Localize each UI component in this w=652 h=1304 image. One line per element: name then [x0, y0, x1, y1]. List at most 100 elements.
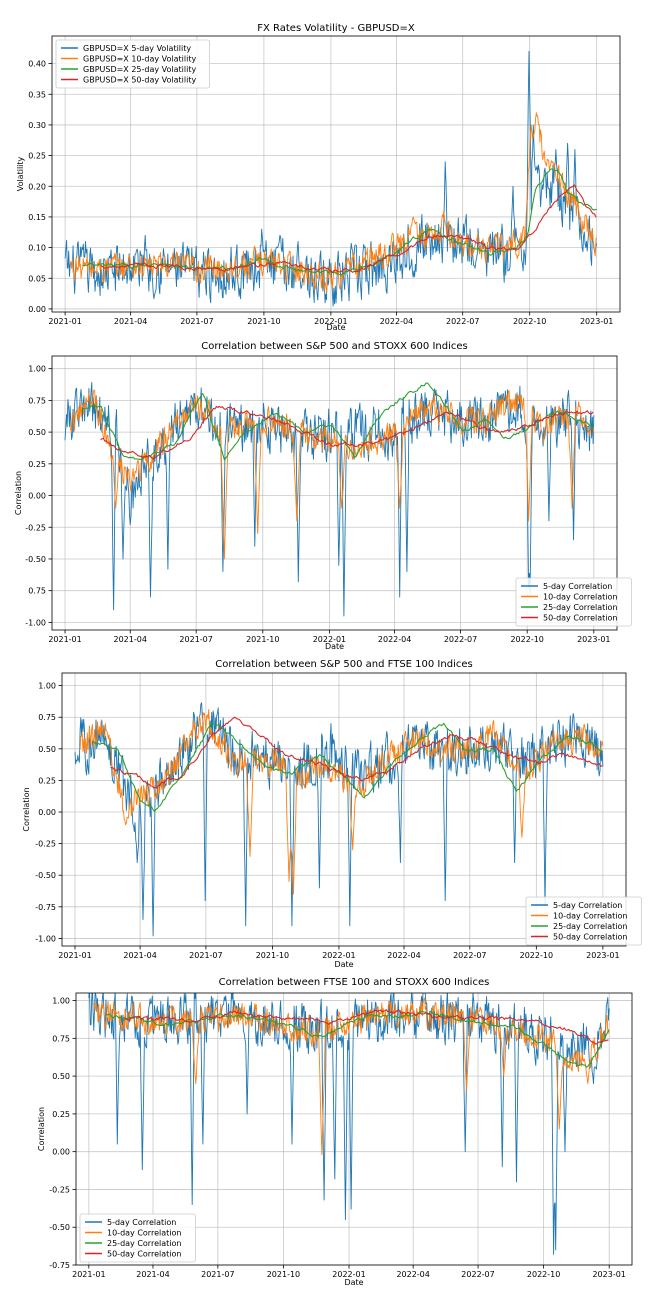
y-tick-label: 0.75 [38, 713, 56, 722]
chart-title: FX Rates Volatility - GBPUSD=X [257, 23, 415, 34]
legend-label-10-day: 10-day Correlation [553, 912, 627, 921]
series-line-25-day [92, 722, 604, 813]
y-tick-label: 0.50 [52, 1072, 70, 1081]
legend-label-50-day: 50-day Correlation [107, 1250, 181, 1259]
legend-label-25-day: GBPUSD=X 25-day Volatility [83, 65, 196, 74]
x-tick-label: 2021-04 [114, 317, 147, 326]
chart-panel-4: 2021-01 2021-04 2021-07 2021-10 2022-01 2022-… [37, 977, 633, 1287]
legend: 5-day Correlation 10-day Correlation25-da… [515, 577, 632, 627]
y-tick-label: 0.40 [28, 60, 46, 69]
x-axis-label: Date [325, 642, 344, 651]
legend-label-25-day: 25-day Correlation [543, 603, 617, 612]
series-line-50-day [123, 1009, 609, 1045]
x-tick-label: 2022-01 [322, 951, 355, 960]
x-tick-label: 2022-04 [387, 951, 420, 960]
y-tick-label: 0.25 [38, 776, 56, 785]
x-tick-label: 2021-07 [179, 635, 212, 644]
x-tick-label: 2022-10 [513, 317, 546, 326]
legend-label-10-day: 10-day Correlation [107, 1229, 181, 1238]
series-line-50-day [110, 716, 603, 789]
y-tick-label: 0.75 [28, 587, 46, 596]
y-tick-label: 0.50 [28, 428, 46, 437]
x-tick-label: 2021-04 [114, 635, 147, 644]
series-line-50-day [100, 405, 594, 460]
y-tick-label: 0.30 [28, 121, 46, 130]
legend: 5-day Correlation 10-day Correlation25-da… [525, 896, 642, 946]
x-tick-label: 2021-01 [48, 317, 81, 326]
chart-title: Correlation between FTSE 100 and STOXX 6… [219, 977, 490, 988]
x-tick-label: 2023-01 [592, 1270, 625, 1279]
x-tick-label: 2022-01 [313, 635, 346, 644]
chart-title: Correlation between S&P 500 and STOXX 60… [201, 341, 467, 352]
axes-frame [51, 355, 618, 631]
x-tick-label: 2021-04 [136, 1270, 169, 1279]
y-axis-label: Correlation [22, 787, 31, 831]
x-tick-label: 2022-04 [380, 317, 413, 326]
chart-panel-2: 2021-01 2021-04 2021-07 2021-10 2022-01 2022-… [14, 341, 632, 651]
y-tick-label: 1.00 [38, 682, 56, 691]
x-tick-label: 2021-04 [123, 951, 156, 960]
y-tick-label: 0.75 [28, 396, 46, 405]
legend-label-5-day: 5-day Correlation [543, 582, 612, 591]
axes-frame [61, 672, 627, 947]
series-line-25-day [105, 1010, 610, 1068]
legend-label-25-day: 25-day Correlation [107, 1239, 181, 1248]
legend-box [515, 577, 632, 627]
legend-box [79, 1213, 196, 1263]
y-tick-label: 0.50 [38, 745, 56, 754]
y-axis-label: Volatility [16, 156, 25, 191]
chart-title: Correlation between S&P 500 and FTSE 100… [215, 659, 472, 670]
x-tick-label: 2023-01 [577, 635, 610, 644]
y-tick-label: 0.00 [28, 492, 46, 501]
legend-label-50-day: 50-day Correlation [553, 933, 627, 942]
legend-label-5-day: GBPUSD=X 5-day Volatility [83, 44, 191, 53]
x-axis-label: Date [334, 960, 353, 969]
x-axis-label: Date [344, 1278, 363, 1287]
x-tick-label: 2022-10 [520, 951, 553, 960]
x-tick-label: 2021-07 [201, 1270, 234, 1279]
y-tick-label: 0.75 [52, 1034, 70, 1043]
legend-box [55, 39, 210, 89]
y-tick-label: 0.25 [28, 460, 46, 469]
series-line-10-day [79, 708, 604, 895]
y-tick-label: -0.75 [35, 903, 56, 912]
legend-label-50-day: 50-day Correlation [543, 614, 617, 623]
x-tick-label: 2022-07 [446, 317, 479, 326]
x-tick-label: 2022-04 [396, 1270, 429, 1279]
legend: 5-day Correlation 10-day Correlation25-da… [79, 1213, 196, 1263]
y-tick-label: -1.00 [35, 934, 56, 943]
y-tick-label: -1.00 [25, 618, 46, 627]
x-tick-label: 2022-04 [378, 635, 411, 644]
y-tick-label: 0.15 [28, 213, 46, 222]
y-tick-label: -0.75 [49, 1261, 70, 1270]
y-tick-label: 0.10 [28, 244, 46, 253]
series-line-5-day [64, 50, 598, 307]
y-tick-label: -0.50 [49, 1223, 70, 1232]
y-tick-label: -0.50 [35, 871, 56, 880]
y-tick-label: -0.25 [25, 523, 46, 532]
y-axis-label: Correlation [14, 471, 23, 515]
series-line-10-day [69, 389, 595, 560]
legend-label-10-day: 10-day Correlation [543, 593, 617, 602]
legend: GBPUSD=X 5-day Volatility GBPUSD=X 10-day… [55, 39, 210, 89]
y-tick-label: -0.25 [35, 840, 56, 849]
y-tick-label: -0.25 [49, 1185, 70, 1194]
legend-box [525, 896, 642, 946]
y-tick-label: 1.00 [52, 997, 70, 1006]
y-tick-label: 0.00 [28, 305, 46, 314]
series-line-25-day [82, 168, 597, 276]
y-tick-label: 0.00 [38, 808, 56, 817]
x-axis-label: Date [326, 323, 345, 332]
x-tick-label: 2023-01 [586, 951, 619, 960]
x-tick-label: 2022-10 [527, 1270, 560, 1279]
x-tick-label: 2022-07 [461, 1270, 494, 1279]
chart-panel-1: 2021-01 2021-04 2021-07 2021-10 2022-01 2022-… [16, 23, 621, 332]
y-tick-label: 0.35 [28, 90, 46, 99]
x-tick-label: 2021-01 [72, 1270, 105, 1279]
y-tick-label: 0.00 [52, 1148, 70, 1157]
x-tick-label: 2022-07 [453, 951, 486, 960]
axes-frame [75, 992, 633, 1266]
x-tick-label: 2023-01 [580, 317, 613, 326]
x-tick-label: 2021-10 [267, 1270, 300, 1279]
